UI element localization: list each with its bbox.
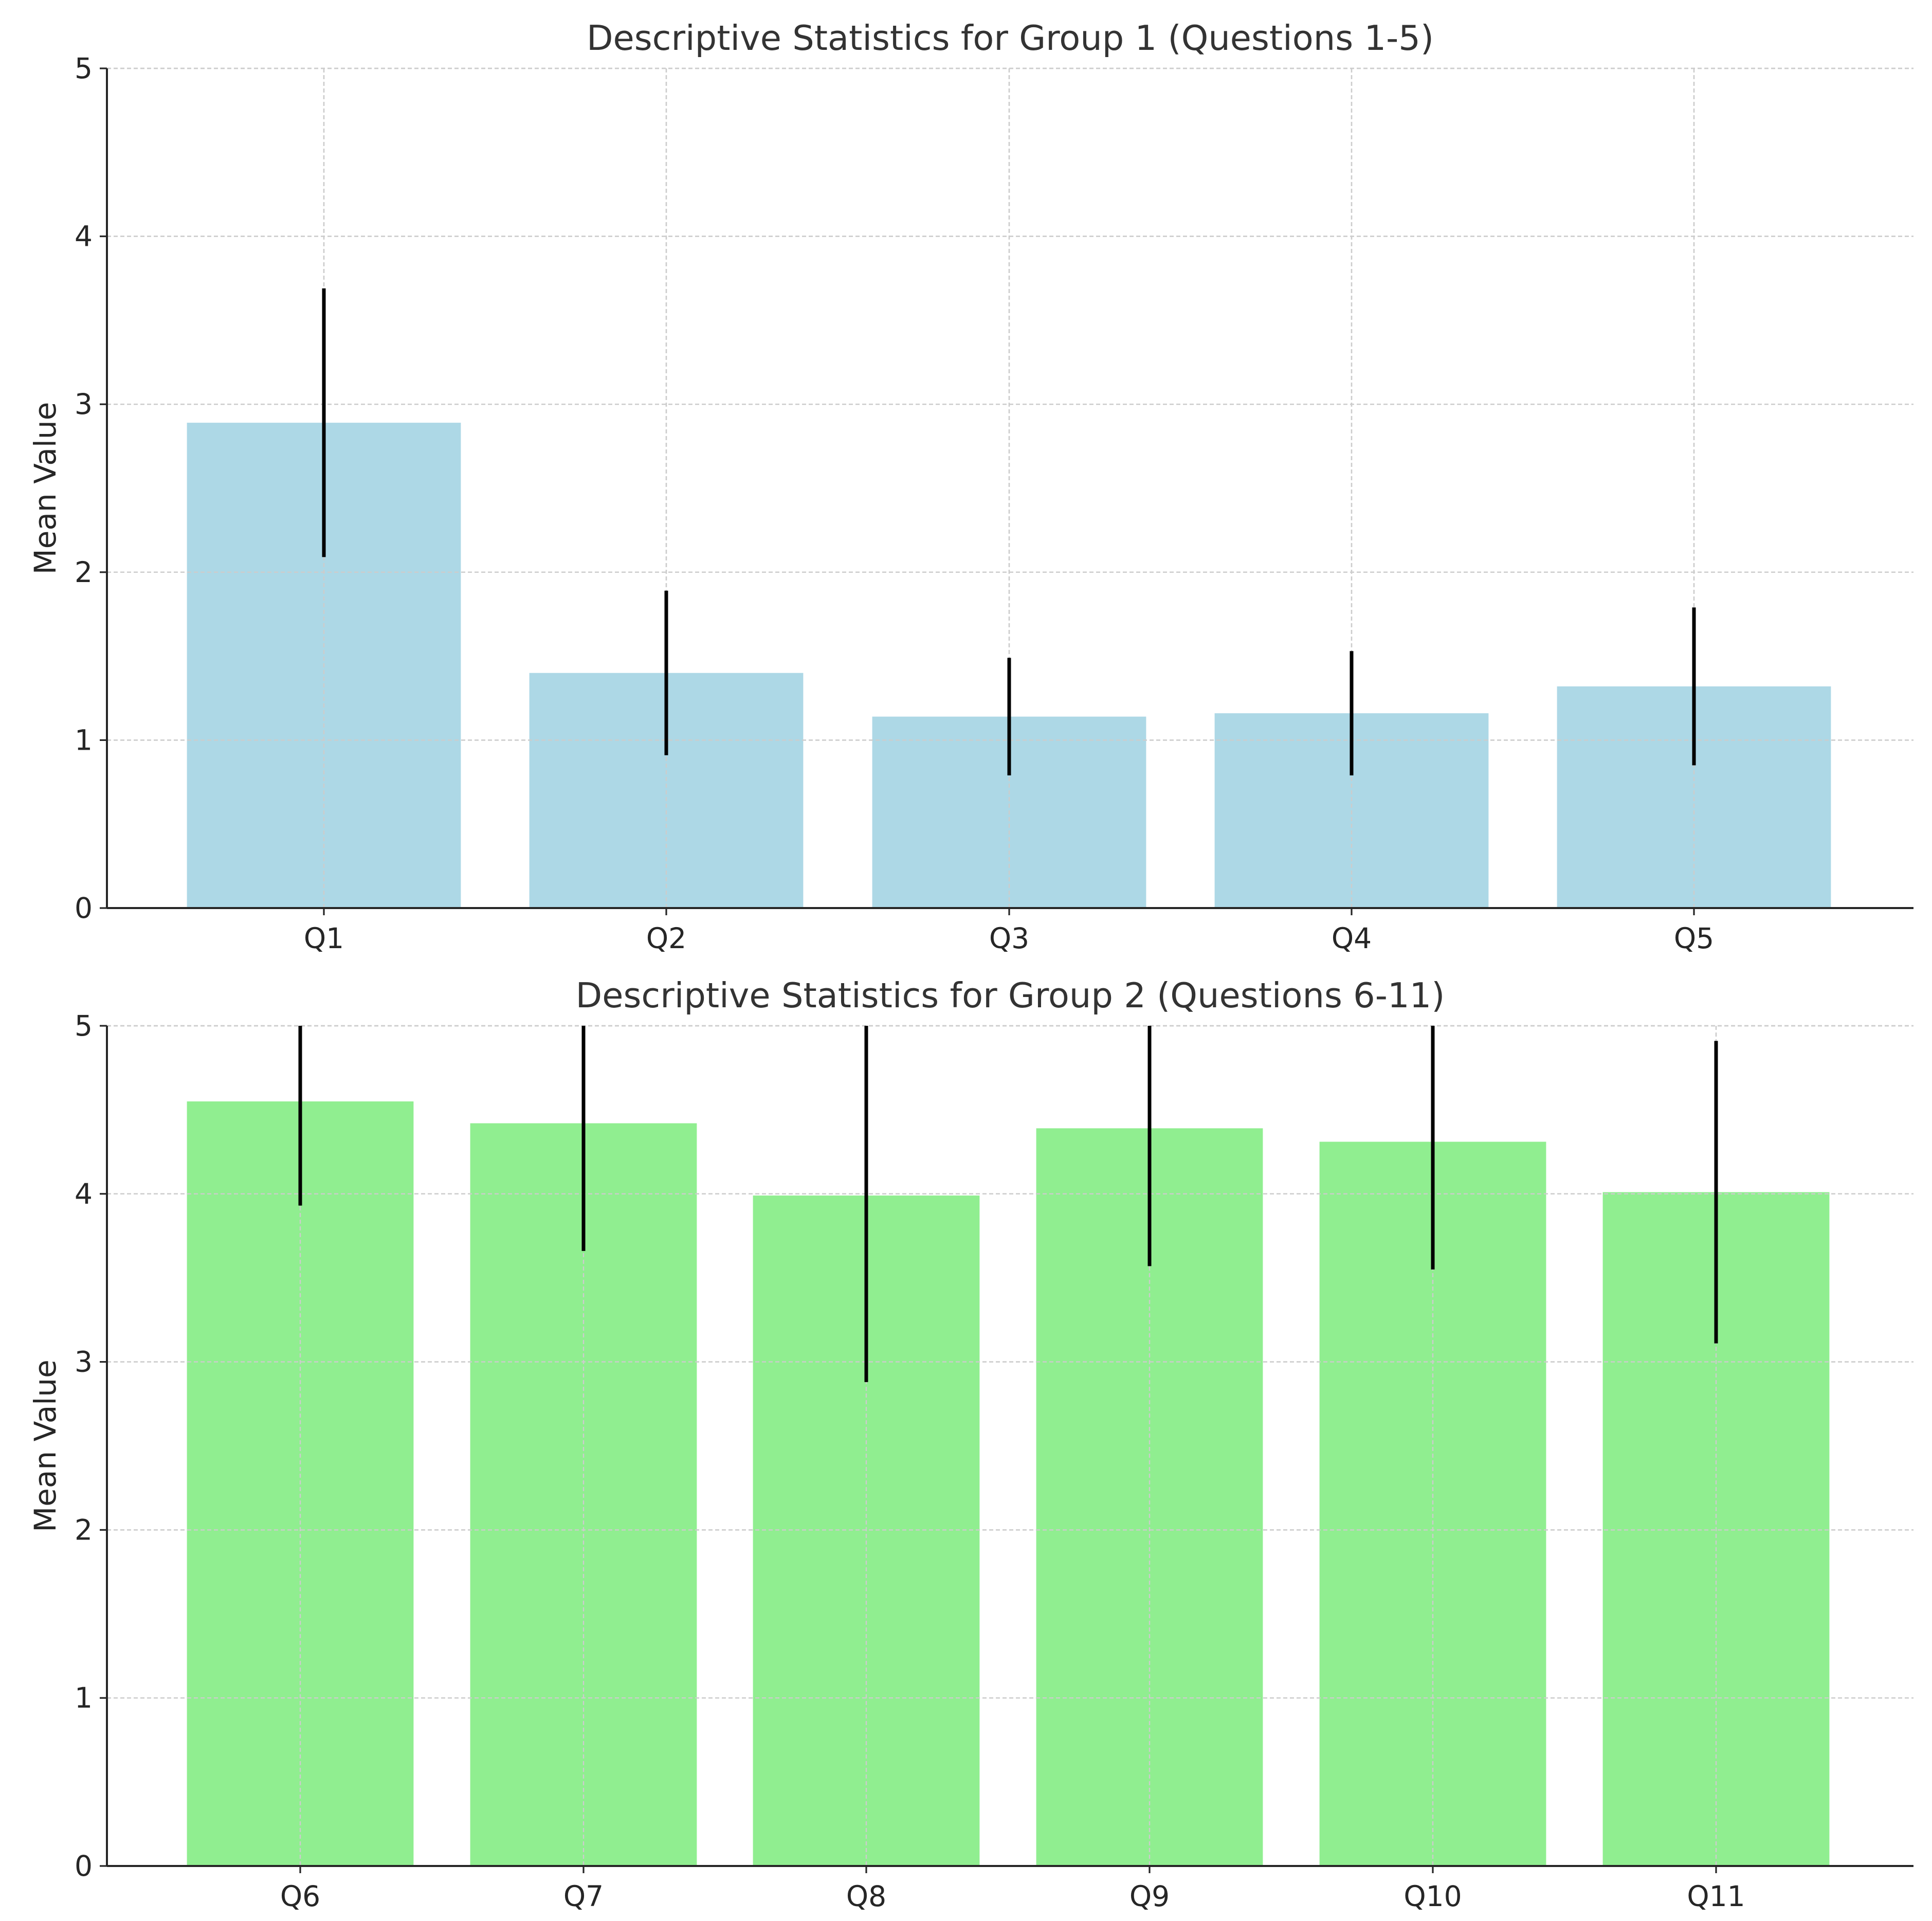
- x-tick-label-q5: Q5: [1674, 922, 1714, 955]
- y-tick-label: 1: [75, 1681, 93, 1714]
- y-tick-label: 2: [75, 1513, 93, 1546]
- y-tick-label: 5: [75, 52, 93, 85]
- chart-1: 0 1 2 3 4 5 Q1 Q2 Q3 Q4 Q5 Mean Value Descriptive St…: [28, 18, 1913, 955]
- chart-title: Descriptive Statistics for Group 1 (Ques…: [587, 18, 1434, 58]
- y-tick-label: 5: [75, 1009, 93, 1042]
- y-tick-label: 2: [75, 556, 93, 589]
- x-tick-label-q10: Q10: [1404, 1880, 1462, 1913]
- y-tick-label: 3: [75, 1346, 93, 1379]
- x-tick-label-q3: Q3: [989, 922, 1029, 955]
- x-tick-label-q11: Q11: [1687, 1880, 1745, 1913]
- y-axis-label: Mean Value: [28, 1360, 63, 1532]
- x-tick-label-q1: Q1: [304, 922, 344, 955]
- x-tick-label-q8: Q8: [846, 1880, 886, 1913]
- y-axis-label: Mean Value: [28, 402, 63, 575]
- y-tick-label: 0: [75, 892, 93, 925]
- y-tick-label: 4: [75, 220, 93, 253]
- chart-title: Descriptive Statistics for Group 2 (Ques…: [576, 975, 1445, 1016]
- x-tick-label-q4: Q4: [1332, 922, 1372, 955]
- y-tick-label: 1: [75, 723, 93, 756]
- x-tick-label-q7: Q7: [563, 1880, 604, 1913]
- y-tick-label: 0: [75, 1850, 93, 1882]
- x-tick-label-q2: Q2: [646, 922, 686, 955]
- y-tick-label: 3: [75, 388, 93, 421]
- y-tick-label: 4: [75, 1177, 93, 1210]
- x-tick-label-q9: Q9: [1129, 1880, 1170, 1913]
- x-tick-label-q6: Q6: [280, 1880, 320, 1913]
- chart-2: 0 1 2 3 4 5 Q6 Q7 Q8 Q9 Q10 Q11 Mean Value Descriptiv…: [28, 975, 1913, 1913]
